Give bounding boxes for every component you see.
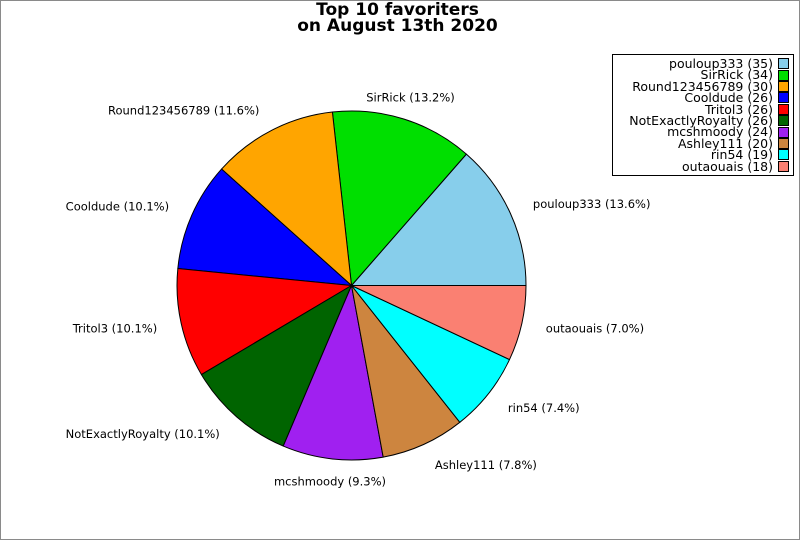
pie-slice-outaouais xyxy=(351,285,527,361)
legend-item-notexactlyroyalty: NotExactlyRoyalty (26) xyxy=(613,112,790,128)
legend-label: NotExactlyRoyalty (26) xyxy=(629,112,773,128)
legend-item-mcshmoody: mcshmoody (24) xyxy=(613,124,790,140)
legend-item-cooldude: Cooldude (26) xyxy=(613,90,790,106)
legend-item-tritol3: Tritol3 (26) xyxy=(613,101,790,117)
legend-item-sirrick: SirRick (34) xyxy=(613,67,790,83)
chart-title: Top 10 favoriters on August 13th 2020 xyxy=(1,0,794,36)
legend-item-outaouais: outaouais (18) xyxy=(613,158,790,174)
legend-label: mcshmoody (24) xyxy=(667,124,773,140)
legend-label: Round123456789 (30) xyxy=(632,78,773,94)
legend-swatch xyxy=(778,69,789,81)
legend-label: SirRick (34) xyxy=(700,67,773,83)
pie-slice-cooldude xyxy=(177,168,352,286)
pie-slice-round123456789 xyxy=(221,111,352,286)
legend-swatch xyxy=(778,160,789,172)
pie-slice-tritol3 xyxy=(176,268,352,376)
slice-label-sirrick: SirRick (13.2%) xyxy=(366,91,455,105)
legend-swatch xyxy=(778,80,789,92)
slice-label-notexactlyroyalty: NotExactlyRoyalty (10.1%) xyxy=(66,427,220,441)
slice-label-round123456789: Round123456789 (11.6%) xyxy=(108,103,259,117)
legend-label: Tritol3 (26) xyxy=(704,101,773,117)
legend-label: pouloup333 (35) xyxy=(669,56,773,71)
legend-label: outaouais (18) xyxy=(682,158,773,174)
slice-label-tritol3: Tritol3 (10.1%) xyxy=(72,321,157,335)
legend-swatch xyxy=(778,149,789,161)
legend-box: pouloup333 (35) SirRick (34) Round12345678… xyxy=(612,54,794,176)
legend-swatch xyxy=(778,137,789,149)
legend-label: rin54 (19) xyxy=(710,147,773,163)
legend-item-pouloup333: pouloup333 (35) xyxy=(613,56,790,71)
legend-item-ashley111: Ashley111 (20) xyxy=(613,135,790,151)
legend-label: Cooldude (26) xyxy=(684,90,773,106)
slice-label-mcshmoody: mcshmoody (9.3%) xyxy=(274,474,386,488)
legend-swatch xyxy=(778,126,789,138)
legend-swatch xyxy=(778,115,789,127)
legend-item-rin54: rin54 (19) xyxy=(613,147,790,163)
slice-label-outaouais: outaouais (7.0%) xyxy=(546,321,644,335)
legend-item-round123456789: Round123456789 (30) xyxy=(613,78,790,94)
chart-title-line1: Top 10 favoriters xyxy=(316,0,479,20)
slice-label-pouloup333: pouloup333 (13.6%) xyxy=(533,197,651,211)
legend-label: Ashley111 (20) xyxy=(677,135,773,151)
legend-swatch xyxy=(778,92,789,104)
legend-swatch xyxy=(778,103,789,115)
legend-swatch xyxy=(778,58,789,70)
slice-label-ashley111: Ashley111 (7.8%) xyxy=(435,458,537,472)
pie-slice-mcshmoody xyxy=(282,285,384,461)
slice-label-rin54: rin54 (7.4%) xyxy=(508,401,580,415)
slice-label-cooldude: Cooldude (10.1%) xyxy=(66,199,169,213)
pie-slice-pouloup333 xyxy=(351,153,527,286)
pie-slice-notexactlyroyalty xyxy=(200,285,352,447)
chart-title-line2: on August 13th 2020 xyxy=(297,16,498,36)
pie-slice-sirrick xyxy=(331,110,467,286)
